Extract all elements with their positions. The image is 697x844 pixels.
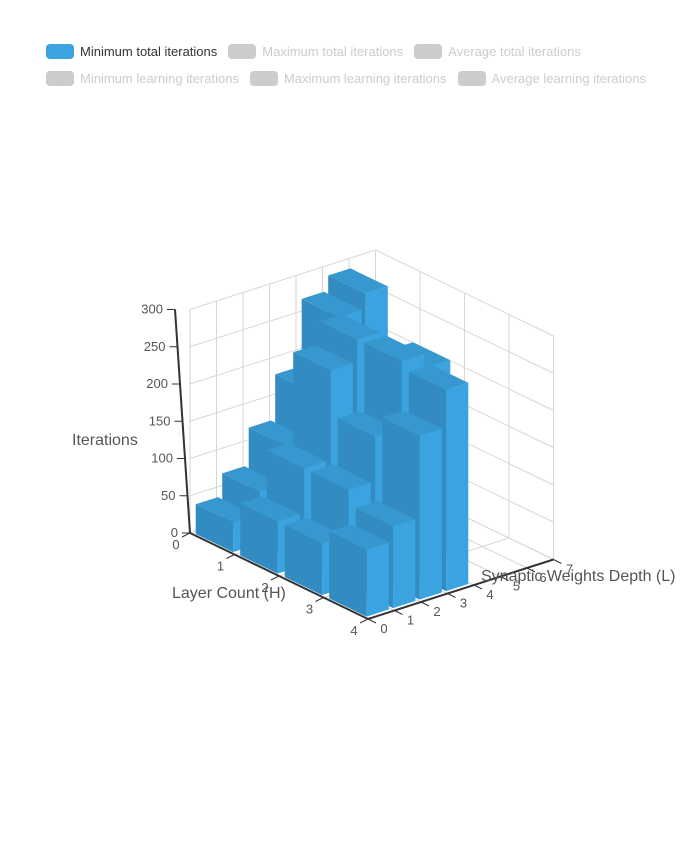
z-tick <box>367 618 377 624</box>
legend-label: Maximum total iterations <box>262 43 404 59</box>
x-axis-title: Layer Count (H) <box>172 585 286 602</box>
bar-front-face <box>446 382 469 592</box>
z-tick-label: 2 <box>433 604 440 619</box>
legend-item-min-learning[interactable]: Minimum learning iterations <box>46 70 239 86</box>
legend-label: Minimum total iterations <box>80 43 218 59</box>
axis-layer <box>167 309 562 624</box>
legend-label: Average learning iterations <box>491 70 646 86</box>
x-tick-label: 0 <box>172 537 179 552</box>
z-tick-label: 3 <box>460 596 467 611</box>
bar-top-face <box>266 443 327 469</box>
z-tick-label: 6 <box>539 570 546 585</box>
z-tick-label: 0 <box>380 621 387 636</box>
bar-top-face <box>311 464 371 490</box>
bar-front-face <box>366 542 389 617</box>
legend-item-max-total[interactable]: Maximum total iterations <box>228 43 404 59</box>
legend-swatch <box>249 70 278 86</box>
y-tick-label: 0 <box>171 525 178 540</box>
legend-swatch <box>46 70 74 86</box>
z-tick <box>553 559 562 564</box>
z-tick <box>420 601 430 607</box>
z-tick <box>500 576 509 581</box>
legend-row: Minimum learning iterations Maximum lear… <box>46 67 686 89</box>
y-tick-label: 150 <box>149 413 171 428</box>
bar-side-face <box>284 524 323 596</box>
legend-label: Average total iterations <box>448 43 581 59</box>
y-tick-label: 100 <box>151 451 173 466</box>
bar-top-face <box>240 496 300 522</box>
legend-item-avg-learning[interactable]: Average learning iterations <box>457 70 646 86</box>
bar-top-face <box>364 335 424 361</box>
y-tick-label: 200 <box>146 376 168 391</box>
z-tick <box>526 567 536 573</box>
bar-top-face <box>328 268 388 294</box>
legend-swatch <box>46 43 74 59</box>
legend-label: Minimum learning iterations <box>80 70 239 86</box>
x-tick-label: 2 <box>261 580 268 595</box>
grid-line <box>375 286 554 374</box>
bar-top-face <box>382 410 442 436</box>
z-tick-label: 1 <box>407 613 414 628</box>
y-tick-label: 50 <box>161 488 175 503</box>
legend-item-avg-total[interactable]: Average total iterations <box>414 43 581 59</box>
x-tick <box>270 575 280 581</box>
x-tick <box>226 554 235 559</box>
bar-front-face <box>419 428 442 600</box>
x-tick-label: 1 <box>217 559 224 574</box>
grid-line <box>189 249 376 310</box>
legend-swatch <box>414 43 443 59</box>
legend-swatch <box>228 43 257 59</box>
z-tick <box>394 610 403 615</box>
grid-line <box>375 249 554 337</box>
z-axis-title: Synaptic Weights Depth (L) <box>481 568 675 585</box>
label-layer: 0 50 100 150 200 250 300 0 1 2 3 4 0 1 2 3 4 5 6 7 <box>141 302 573 639</box>
z-tick-label: 5 <box>513 579 520 594</box>
legend-row: Minimum total iterations Maximum total i… <box>46 40 686 62</box>
bar-top-face <box>408 364 469 390</box>
bar-top-face <box>301 291 362 317</box>
legend-item-max-learning[interactable]: Maximum learning iterations <box>249 70 447 86</box>
y-tick-label: 250 <box>144 339 166 354</box>
x-tick <box>181 532 191 538</box>
legend-label: Maximum learning iterations <box>283 70 447 86</box>
x-tick <box>359 618 369 624</box>
bar-side-face <box>195 504 234 553</box>
bar-side-face <box>329 531 367 617</box>
y-tick-label: 300 <box>141 302 163 317</box>
bar-front-face <box>393 519 416 609</box>
y-axis-title: Iterations <box>72 432 138 449</box>
legend-swatch <box>457 70 486 86</box>
bar-top-face <box>319 314 380 340</box>
z-axis-line <box>367 558 554 620</box>
legend: Minimum total iterations Maximum total i… <box>46 40 686 94</box>
z-tick <box>447 593 456 598</box>
bar-top-face <box>355 500 416 527</box>
x-tick-label: 4 <box>350 623 357 638</box>
z-tick-label: 4 <box>486 587 493 602</box>
z-tick-label: 7 <box>566 562 573 577</box>
grid-line <box>375 324 554 411</box>
bar-side-face <box>240 503 278 574</box>
z-tick <box>473 584 483 590</box>
x-tick <box>315 597 324 602</box>
legend-item-min-total[interactable]: Minimum total iterations <box>46 43 218 59</box>
bars-layer <box>195 268 469 617</box>
bar-top-face <box>329 524 389 550</box>
bar <box>329 524 389 617</box>
x-tick-label: 3 <box>306 602 313 617</box>
bar-top-face <box>293 345 353 371</box>
